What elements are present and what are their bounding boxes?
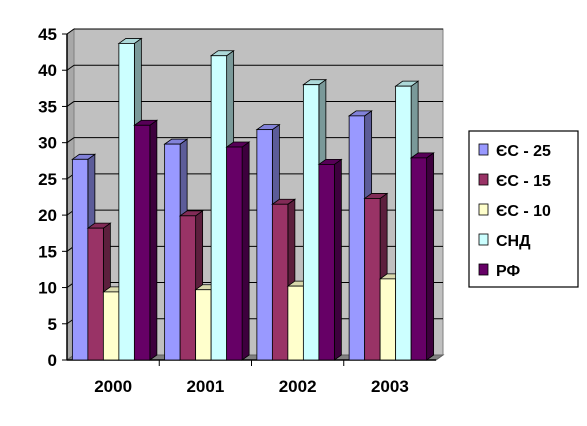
bar-front — [226, 146, 243, 361]
legend: ЄС - 25 ЄС - 15 ЄС - 10 СНД РФ — [468, 130, 579, 288]
x-tick-label: 2000 — [94, 377, 132, 396]
legend-label: ЄС - 25 — [496, 143, 551, 160]
bar-front — [71, 158, 89, 361]
bar-front — [364, 198, 381, 361]
y-tick-label: 30 — [38, 134, 57, 153]
bar-front — [164, 143, 181, 361]
legend-swatch — [478, 143, 489, 156]
gridline-side — [66, 101, 75, 107]
bar-front — [87, 227, 104, 361]
bar-front — [379, 278, 397, 361]
legend-swatch — [478, 203, 489, 216]
y-tick-labels: 0 5 10 15 20 25 30 35 40 45 — [38, 25, 57, 370]
x-tick-label: 2001 — [186, 377, 224, 396]
bar-front — [133, 124, 151, 361]
bar-front — [210, 55, 228, 361]
bar-РФ-2002 — [317, 158, 343, 361]
y-tick-label: 0 — [48, 351, 57, 370]
legend-label: РФ — [496, 263, 520, 280]
legend-label: СНД — [496, 233, 531, 250]
bars — [71, 37, 435, 361]
bar-РФ-2000 — [133, 119, 159, 361]
bar-front — [410, 157, 428, 361]
y-tick-label: 35 — [38, 97, 57, 116]
bar-side — [149, 119, 158, 361]
bar-front — [179, 215, 197, 361]
bar-front — [302, 84, 320, 361]
bar-side — [241, 141, 250, 361]
gridline-side — [66, 64, 75, 71]
bar-РФ-2001 — [225, 141, 251, 361]
y-tick-label: 25 — [38, 170, 57, 189]
bar-front — [348, 115, 366, 361]
y-tick-label: 10 — [38, 279, 57, 298]
y-tick-label: 45 — [38, 25, 57, 44]
y-tick-label: 20 — [38, 206, 57, 225]
bar-front — [102, 291, 120, 361]
bar-front — [271, 203, 289, 361]
bar-РФ-2003 — [409, 152, 435, 361]
bar-front — [256, 129, 273, 361]
bar-front — [195, 289, 212, 361]
gridline-side — [66, 28, 75, 35]
legend-swatch — [478, 263, 489, 276]
legend-label: ЄС - 15 — [496, 173, 551, 190]
bar-front — [395, 85, 412, 361]
legend-swatch — [478, 173, 489, 186]
bar-ЄС - 15-2002 — [271, 198, 297, 361]
gridline-side — [66, 137, 75, 144]
x-tick-labels: 2000 2001 2002 2003 — [94, 377, 409, 396]
x-tick-label: 2002 — [279, 377, 317, 396]
bar-front — [287, 285, 304, 361]
y-tick-label: 40 — [38, 61, 57, 80]
legend-label: ЄС - 10 — [496, 203, 551, 220]
bar-front — [318, 163, 335, 361]
bar-front — [118, 43, 135, 361]
y-tick-label: 15 — [38, 242, 57, 261]
bar-side — [426, 152, 435, 361]
bar-side — [333, 158, 342, 361]
x-tick-label: 2003 — [371, 377, 409, 396]
legend-swatch — [478, 233, 489, 246]
y-tick-label: 5 — [48, 315, 57, 334]
